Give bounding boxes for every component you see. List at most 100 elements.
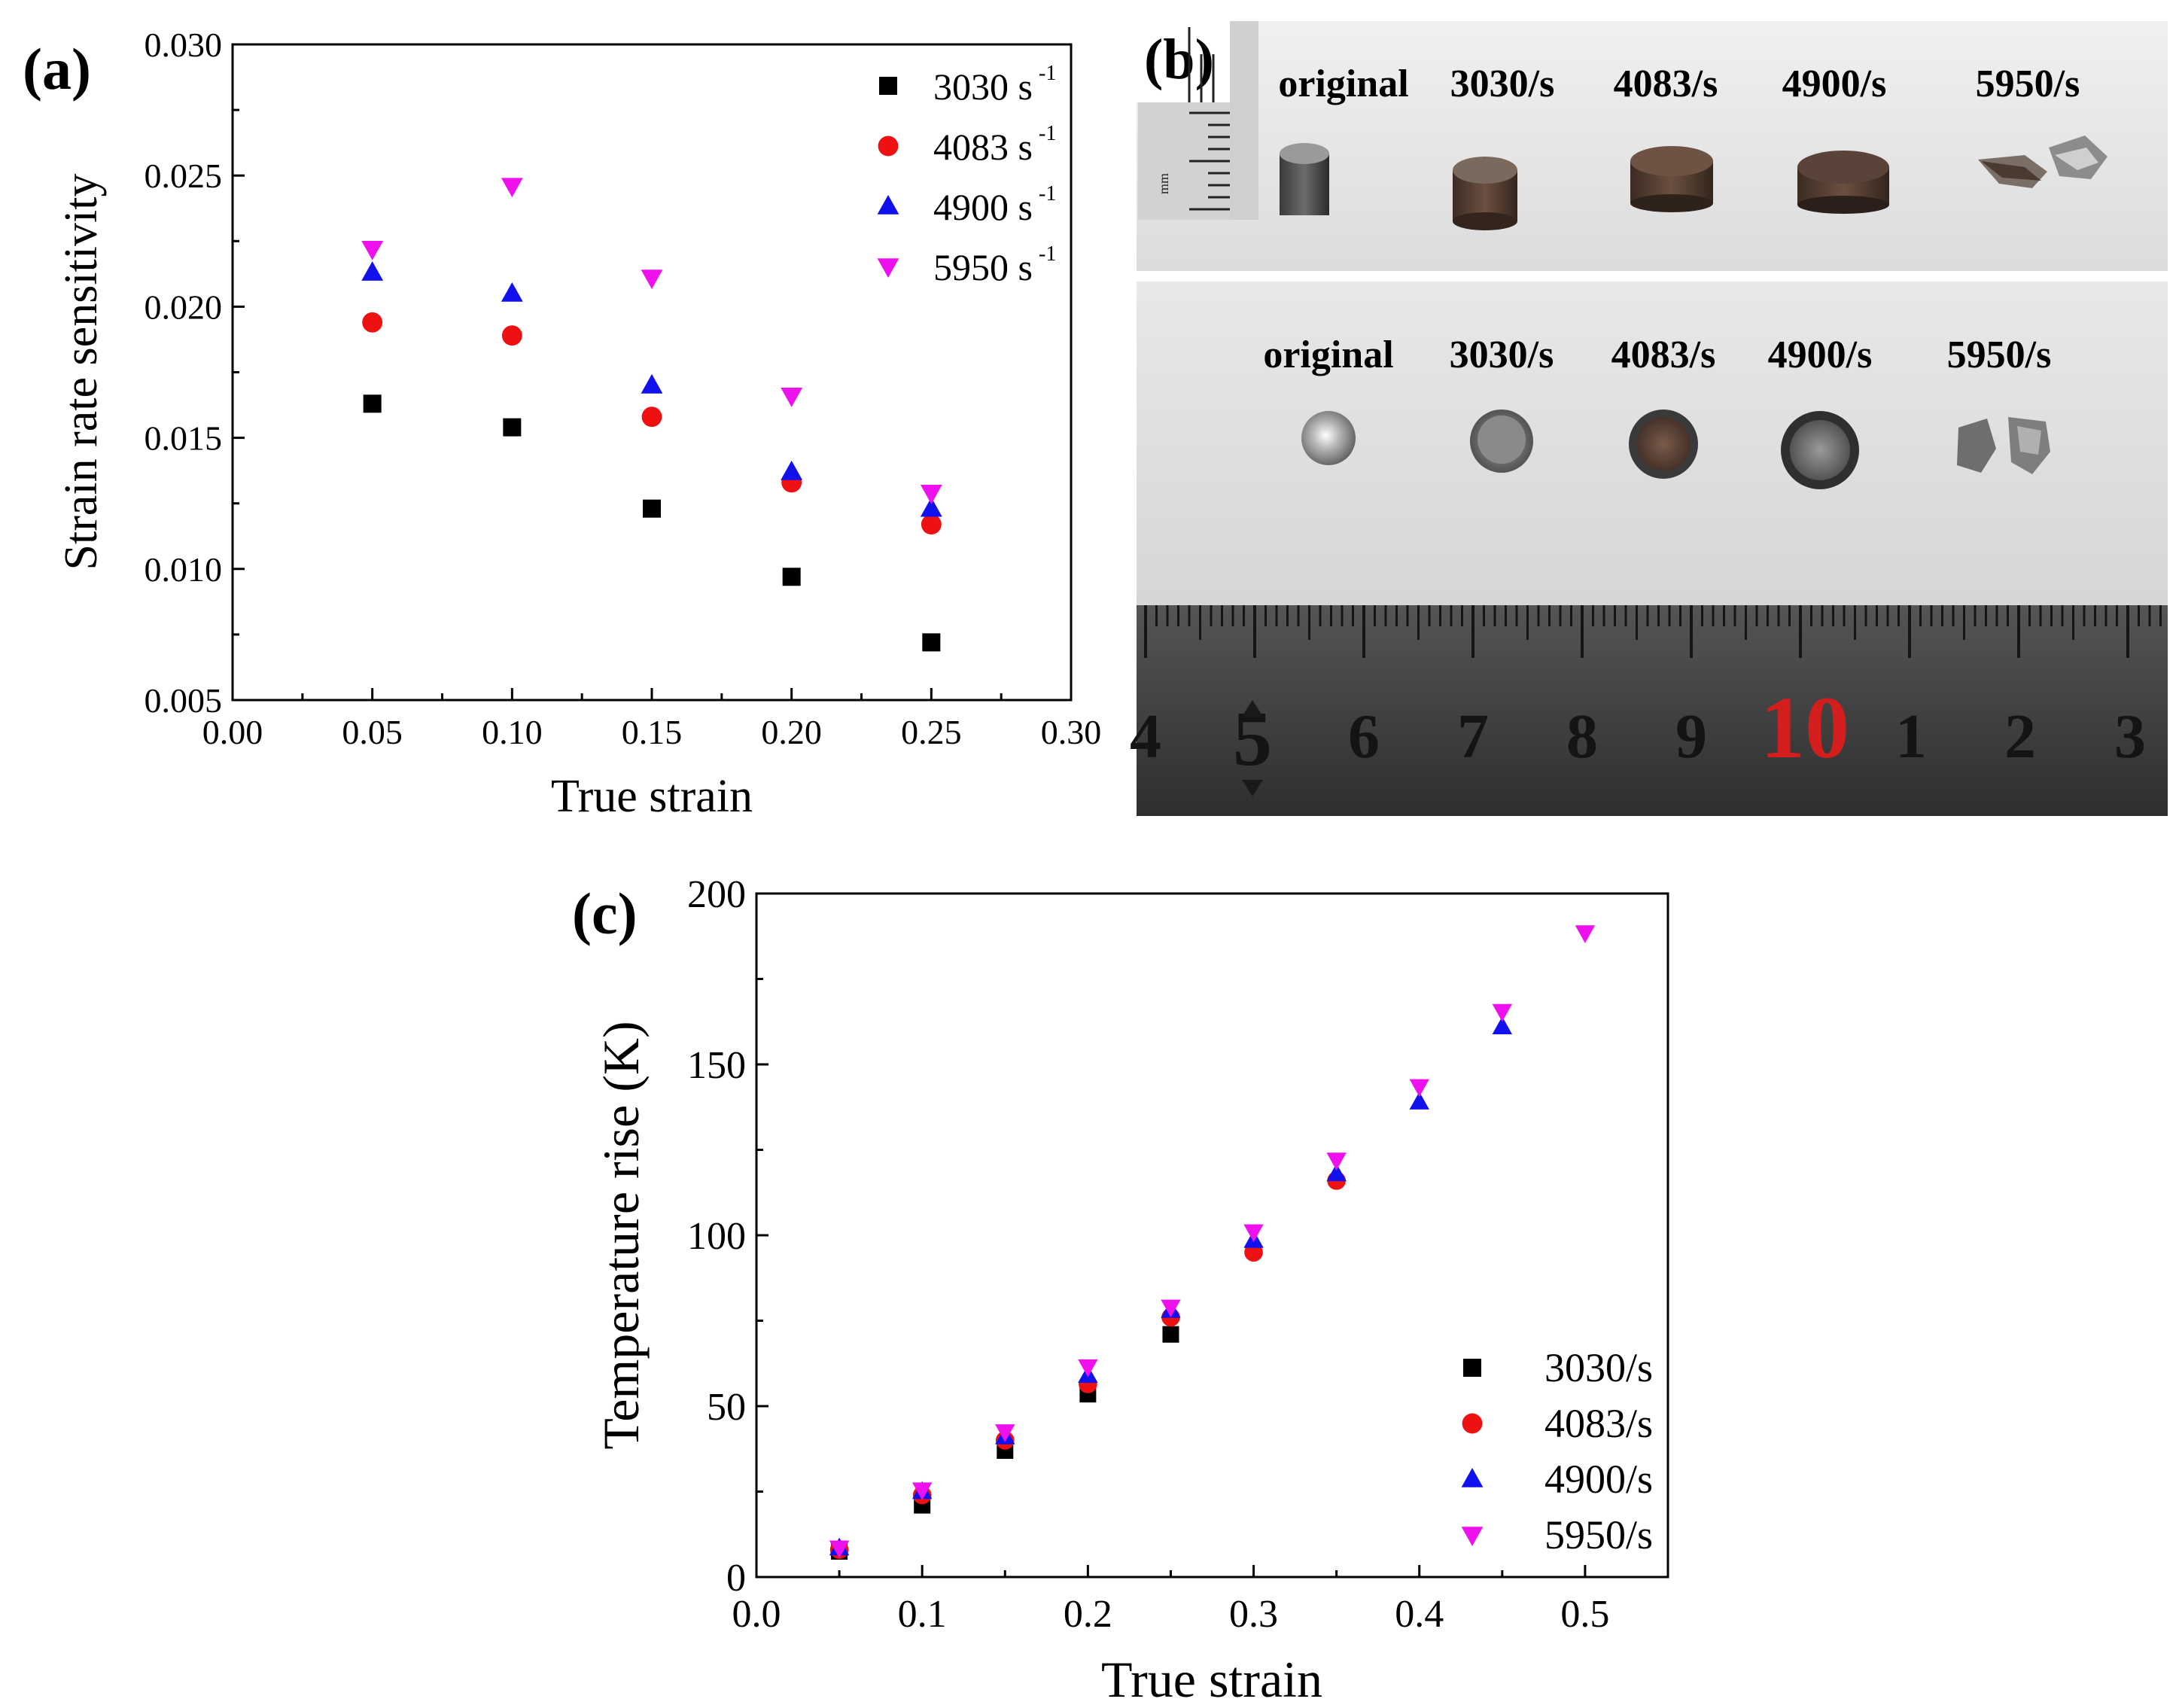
specimen-3030-top xyxy=(1470,409,1533,473)
panel-a-x-tick-label: 0.00 xyxy=(202,713,263,751)
panel-a-point-5950s xyxy=(361,240,384,260)
panel-a-point-3030s xyxy=(503,418,522,437)
specimen-4900-top xyxy=(1781,411,1859,489)
panel-c-x-tick-label: 0.4 xyxy=(1395,1593,1444,1636)
panel-c-point-5950s xyxy=(829,1540,850,1559)
ruler-arrow-marks xyxy=(1242,700,1263,796)
panel-c-point-5950s xyxy=(1492,1003,1513,1022)
panel-a-point-3030s xyxy=(922,633,941,652)
panel-a-y-tick-label: 0.005 xyxy=(145,681,223,720)
panel-c-x-axis-label: True strain xyxy=(1101,1651,1322,1708)
panel-c-point-5950s xyxy=(1243,1224,1264,1243)
panel-a-legend-marker xyxy=(878,135,899,157)
panel-a-legend-superscript: -1 xyxy=(1039,62,1056,85)
panel-a-legend-label: 4900 s xyxy=(933,186,1033,228)
ruler-number: 7 xyxy=(1457,702,1489,772)
panel-c-legend-label: 5950/s xyxy=(1544,1512,1653,1557)
panel-c-y-tick-label: 200 xyxy=(687,873,746,916)
panel-c-legend-label: 4900/s xyxy=(1544,1457,1653,1502)
panel-c-label: (c) xyxy=(572,881,638,946)
photo-top-label: 3030/s xyxy=(1450,62,1555,105)
panel-c-x-tick-label: 0.2 xyxy=(1064,1593,1112,1636)
panel-c-chart: (c) True strain Temperature rise (K) 0.0… xyxy=(572,873,1669,1708)
ruler-ticks xyxy=(1144,605,2162,658)
panel-c-point-4900s xyxy=(1326,1163,1347,1182)
ruler-number: 9 xyxy=(1675,702,1707,772)
panel-c-y-tick-label: 150 xyxy=(687,1044,746,1087)
photo-bottom-labels: original 3030/s 4083/s 4900/s 5950/s xyxy=(1263,333,2051,376)
panel-c-y-axis-label: Temperature rise (K) xyxy=(592,1021,650,1449)
panel-c-point-5950s xyxy=(995,1424,1015,1442)
panel-a-point-4900s xyxy=(920,497,942,517)
panel-a-legend-label: 3030 s xyxy=(933,65,1033,108)
ruler-strip xyxy=(1137,605,2168,816)
panel-a-point-4900s xyxy=(361,261,384,281)
panel-a-x-tick-label: 0.10 xyxy=(482,713,543,751)
panel-a-legend-marker xyxy=(877,195,899,215)
panel-a-point-4083s xyxy=(362,312,383,333)
panel-c-point-4900s xyxy=(1492,1016,1513,1034)
panel-a-point-4900s xyxy=(641,373,663,394)
photo-top-label: 5950/s xyxy=(1976,62,2080,105)
panel-a-point-4083s xyxy=(501,325,522,346)
panel-c-point-4900s xyxy=(1409,1091,1429,1110)
panel-c-legend-label: 4083/s xyxy=(1544,1401,1653,1446)
panel-c-y-tick-label: 100 xyxy=(687,1215,746,1258)
panel-a-x-tick-label: 0.30 xyxy=(1041,713,1102,751)
specimen-original-side xyxy=(1280,143,1329,215)
ruler-number: 6 xyxy=(1348,702,1380,772)
panel-c-axes: 0.0 0.1 0.2 0.3 0.4 0.5 0 50 100 150 200 xyxy=(687,873,1609,1636)
specimen-5950-fragments-top xyxy=(1957,417,2050,474)
panel-a-point-3030s xyxy=(782,568,801,586)
panel-c-legend-marker xyxy=(1461,1468,1484,1487)
panel-a-legend-label: 4083 s xyxy=(933,126,1033,168)
panel-c-y-tick-label: 0 xyxy=(726,1557,746,1600)
scale-unit: mm xyxy=(1156,173,1171,194)
panel-c-legend: 3030/s 4083/s 4900/s 5950/s xyxy=(1461,1345,1653,1557)
photo-bottom-label: original xyxy=(1263,333,1393,376)
panel-a-y-tick-label: 0.025 xyxy=(145,157,223,195)
photo-bottom-label: 3030/s xyxy=(1450,333,1554,376)
panel-c-legend-marker xyxy=(1463,1359,1481,1377)
panel-c-plot-frame xyxy=(755,892,1669,1579)
panel-c-legend-label: 3030/s xyxy=(1544,1345,1653,1390)
photo-bottom-label: 5950/s xyxy=(1947,333,2052,376)
ruler-number: 2 xyxy=(2004,702,2036,772)
panel-c-point-3030s xyxy=(1162,1326,1179,1343)
panel-a-label: (a) xyxy=(23,36,91,102)
specimen-5950-fragments-side xyxy=(1978,135,2107,188)
panel-a-point-5950s xyxy=(781,388,803,407)
panel-c-x-tick-label: 0.0 xyxy=(732,1593,781,1636)
specimen-4900-side xyxy=(1797,151,1889,214)
photo-bottom-label: 4900/s xyxy=(1768,333,1873,376)
panel-a-y-tick-label: 0.020 xyxy=(145,288,223,326)
panel-a-y-tick-label: 0.030 xyxy=(145,26,223,64)
scale-ruler: mm xyxy=(1138,21,1258,220)
panel-a-point-5950s xyxy=(501,178,523,198)
panel-c-y-tick-label: 50 xyxy=(707,1386,746,1429)
panel-a-point-5950s xyxy=(920,484,942,504)
specimen-4083-side xyxy=(1630,146,1713,212)
photo-top-label: 4083/s xyxy=(1614,62,1718,105)
panel-c-point-5950s xyxy=(1078,1359,1098,1378)
panel-a-point-3030s xyxy=(363,394,382,413)
panel-b-label: (b) xyxy=(1144,28,1214,91)
panel-c-x-tick-label: 0.3 xyxy=(1229,1593,1278,1636)
panel-c-point-5950s xyxy=(1326,1152,1347,1171)
panel-a-point-4083s xyxy=(921,514,942,535)
panel-c-data-points xyxy=(829,925,1596,1560)
panel-b-photos: (b) mm original 3030/s 4083/s 4900/s 5950/s xyxy=(1130,21,2168,816)
panel-a-x-tick-label: 0.15 xyxy=(622,713,683,751)
panel-a-data-points xyxy=(361,178,942,652)
panel-a-y-axis-label: Strain rate sensitivity xyxy=(56,174,107,571)
panel-c-x-tick-label: 0.5 xyxy=(1560,1593,1609,1636)
panel-a-axes: 0.00 0.05 0.10 0.15 0.20 0.25 0.30 0.005 0.010 0.… xyxy=(145,26,1102,751)
photo-bottom-label: 4083/s xyxy=(1611,333,1716,376)
panel-c-point-5950s xyxy=(1575,925,1596,943)
panel-a-x-axis-label: True strain xyxy=(551,771,753,822)
panel-a-point-3030s xyxy=(643,499,661,518)
panel-a-y-tick-label: 0.015 xyxy=(145,419,223,458)
panel-a-legend-marker xyxy=(877,258,899,278)
